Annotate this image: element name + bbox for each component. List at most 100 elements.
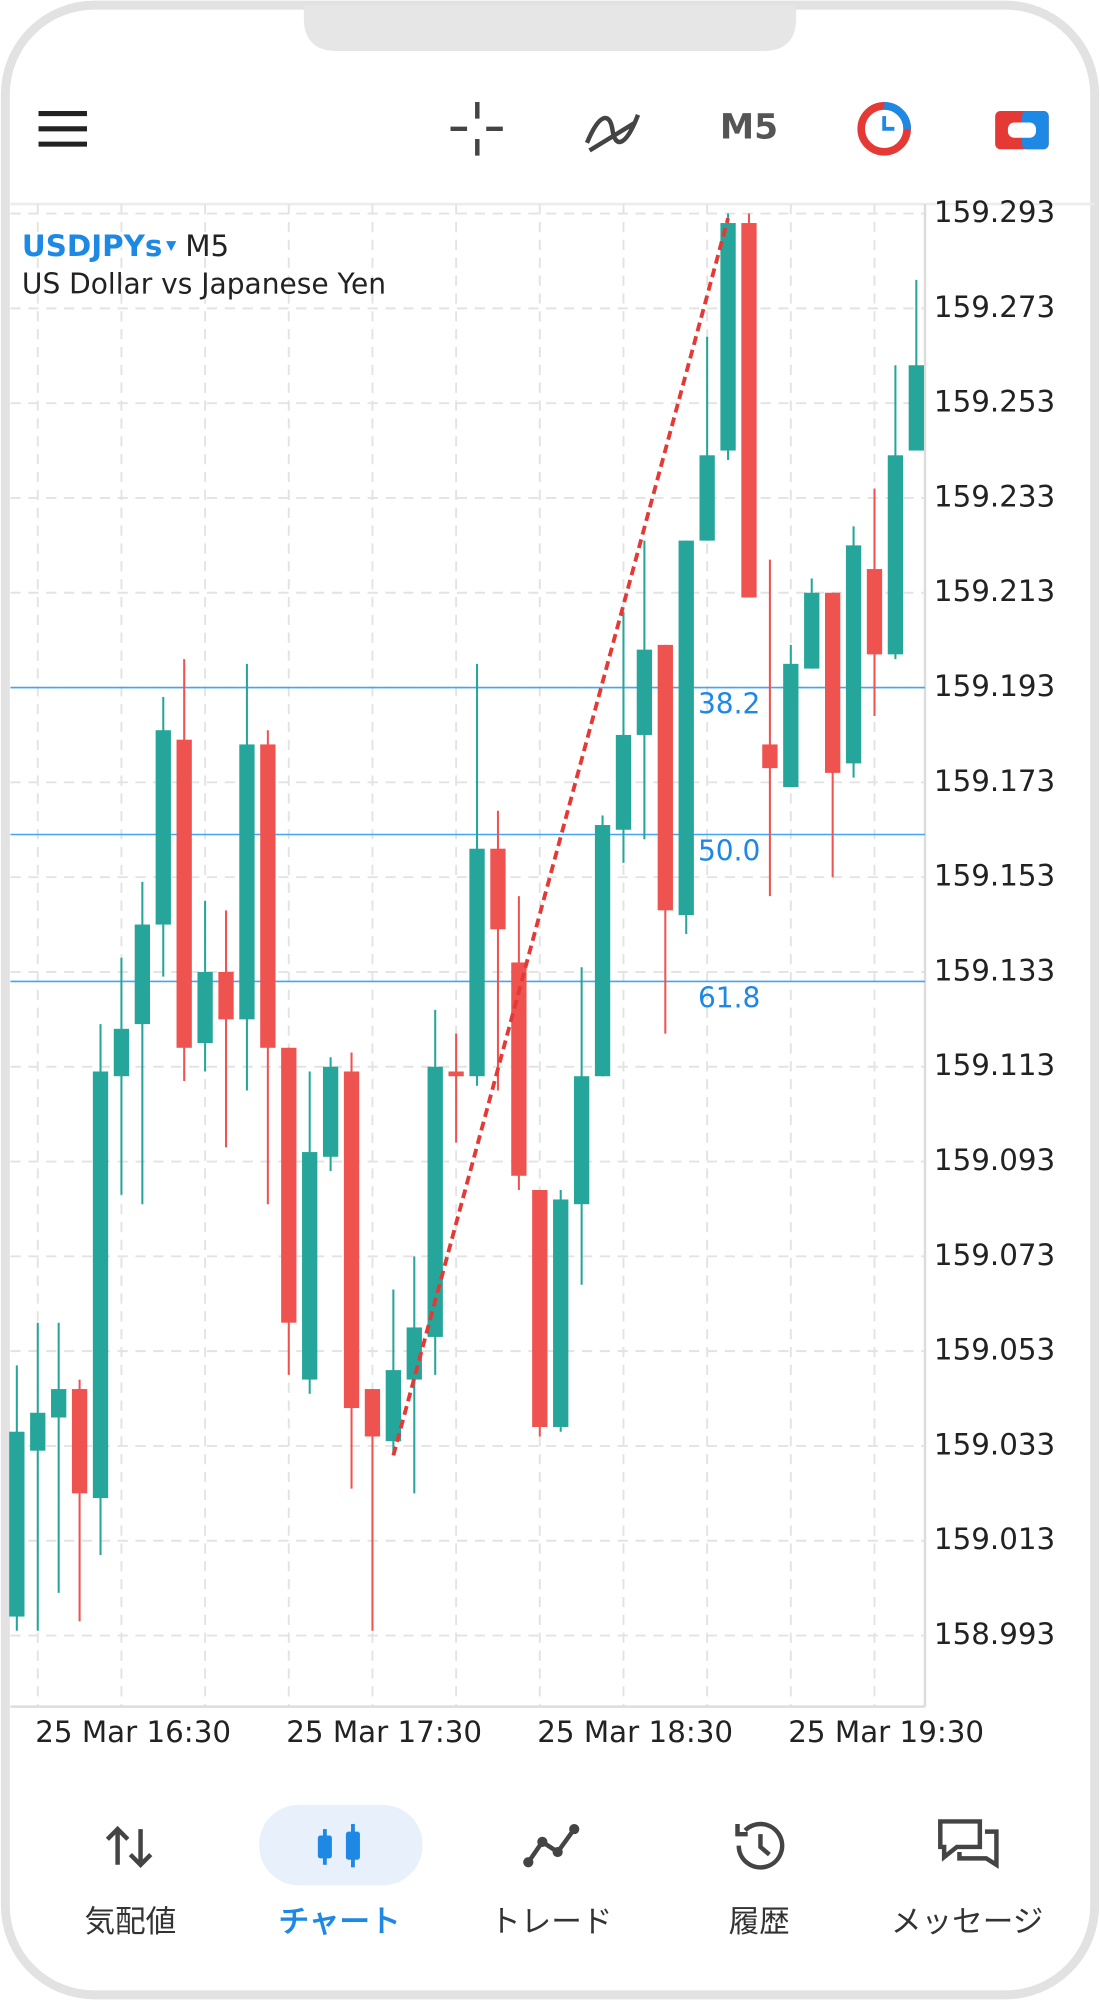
candle-body [573, 1076, 590, 1205]
icon-center [1007, 122, 1036, 138]
symbol-dropdown[interactable] [166, 241, 177, 252]
y-tick-label: 158.993 [934, 1617, 1055, 1651]
candle-body [908, 365, 924, 451]
clock-button[interactable] [857, 102, 911, 156]
candle-body [427, 1066, 443, 1337]
nav-icon-history[interactable] [735, 1821, 785, 1870]
candle-body [511, 962, 527, 1176]
icon-body [345, 1831, 360, 1860]
candle-body [741, 223, 757, 598]
fib-label: 38.2 [698, 687, 760, 720]
candle-body [657, 644, 673, 911]
candle-body [678, 540, 694, 916]
candle-body [887, 455, 904, 655]
candle-body [699, 455, 715, 541]
candle-body [239, 744, 255, 1020]
y-tick-label: 159.153 [934, 859, 1055, 893]
y-tick-label: 159.033 [934, 1427, 1055, 1461]
symbol-timeframe: M5 [185, 229, 229, 263]
y-tick-label: 159.113 [934, 1048, 1055, 1082]
y-tick-label: 159.293 [934, 195, 1055, 229]
nav-icon-messages[interactable] [938, 1819, 999, 1869]
icon-body [317, 1835, 332, 1859]
icon-dot [569, 1823, 580, 1835]
x-tick-label: 25 Mar 19:30 [788, 1715, 984, 1749]
y-tick-label: 159.093 [934, 1143, 1055, 1177]
candle-body [385, 1370, 402, 1442]
x-tick-label: 25 Mar 18:30 [537, 1715, 733, 1749]
candle-body [636, 649, 653, 735]
icon-dot [552, 1846, 563, 1858]
icon-dot [537, 1836, 548, 1847]
candle-body [866, 569, 883, 655]
nav-icon-chart[interactable] [317, 1823, 360, 1868]
candle-body [176, 739, 192, 1048]
candle-body [615, 734, 632, 830]
candle-body [804, 592, 820, 669]
nav-label[interactable]: 履歴 [729, 1905, 790, 1940]
trade-button[interactable] [995, 110, 1049, 150]
nav-label[interactable]: チャート [278, 1905, 400, 1940]
candle-body [762, 744, 778, 769]
y-tick-label: 159.233 [934, 479, 1055, 513]
candle-body [343, 1071, 360, 1409]
symbol-description: US Dollar vs Japanese Yen [22, 268, 386, 301]
candle-body [260, 744, 276, 1048]
candle-body [532, 1189, 548, 1427]
nav-label[interactable]: 気配値 [84, 1905, 176, 1940]
menu-button[interactable] [38, 110, 87, 147]
candle-body [9, 1431, 25, 1617]
chart: 159.293 159.273 159.253 159.233 159.213 159.1… [9, 195, 1055, 1749]
candle-body [218, 971, 234, 1020]
candle-body [113, 1028, 130, 1077]
candle-body [134, 924, 150, 1025]
x-tick-label: 25 Mar 16:30 [35, 1715, 231, 1749]
candle-body [845, 545, 862, 764]
y-tick-label: 159.173 [934, 764, 1055, 798]
nav-icon-quotes[interactable] [105, 1825, 153, 1868]
candle-body [302, 1152, 318, 1380]
candle-body [824, 592, 841, 773]
candle-body [92, 1071, 109, 1499]
y-tick-label: 159.053 [934, 1333, 1055, 1367]
fib-label: 50.0 [698, 834, 760, 867]
candle-body [469, 848, 485, 1077]
candle-body [783, 663, 799, 788]
indicators-button[interactable] [584, 113, 641, 153]
y-tick-label: 159.273 [934, 290, 1055, 324]
icon-dot [523, 1857, 534, 1868]
nav-label[interactable]: メッセージ [891, 1905, 1043, 1940]
candle-body [364, 1389, 381, 1437]
nav-label[interactable]: トレード [490, 1905, 612, 1940]
y-tick-label: 159.013 [934, 1522, 1055, 1556]
y-tick-label: 159.193 [934, 669, 1055, 703]
icon-hand [882, 116, 895, 131]
candle-body [594, 825, 611, 1077]
crosshair-button[interactable] [450, 102, 503, 156]
nav-icon-trade[interactable] [526, 1827, 577, 1864]
x-tick-label: 25 Mar 17:30 [286, 1715, 482, 1749]
nav-icon-trade-dots [523, 1823, 580, 1868]
candle-body [155, 730, 171, 925]
y-tick-label: 159.253 [934, 385, 1055, 419]
notch [303, 5, 797, 52]
y-tick-label: 159.073 [934, 1238, 1055, 1272]
candle-body [71, 1389, 88, 1494]
y-tick-label: 159.133 [934, 953, 1055, 987]
candle-body [51, 1389, 67, 1418]
candle-body [490, 848, 506, 930]
icon-arc [883, 102, 911, 130]
y-tick-label: 159.213 [934, 574, 1055, 608]
candle-body [281, 1047, 297, 1323]
candle-body [720, 223, 736, 451]
symbol-name[interactable]: USDJPYs [22, 229, 162, 263]
candle-body [448, 1071, 464, 1077]
candle-body [553, 1199, 569, 1427]
trendline [391, 217, 730, 1456]
candle-body [30, 1412, 46, 1451]
timeframe-button[interactable]: M5 [720, 107, 778, 147]
fib-label: 61.8 [698, 981, 760, 1014]
